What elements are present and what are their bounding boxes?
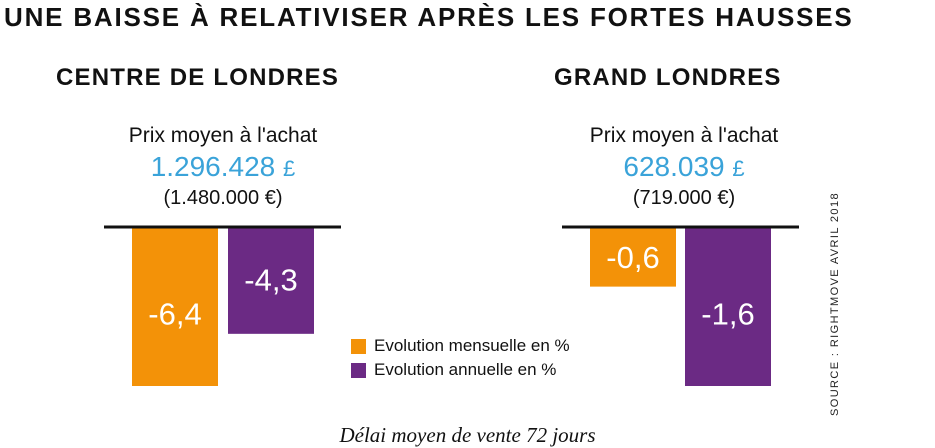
bar-value-label-monthly-0: -6,4 [148,296,201,331]
chart-grand: -0,6 -1,6 [562,225,799,386]
price-gbp-grand: 628.039 £ [534,151,834,183]
legend-swatch-annual [351,362,366,378]
bar-annual-0 [228,227,314,334]
source-note: SOURCE : RIGHTMOVE AVRIL 2018 [829,192,841,416]
infographic-title: UNE BAISSE À RELATIVISER APRÈS LES FORTE… [4,2,854,32]
price-label-grand: Prix moyen à l'achat [589,124,779,147]
legend-item-monthly: Evolution mensuelle en % [351,336,570,356]
legend-label-annual: Evolution annuelle en % [374,360,557,379]
chart-centre: -6,4 -4,3 [104,225,341,386]
bar-value-label-annual-0: -4,3 [244,262,297,297]
price-eur-centre: (1.480.000 €) [163,187,283,209]
legend-label-monthly: Evolution mensuelle en % [374,336,570,355]
price-label-centre: Prix moyen à l'achat [128,124,318,147]
price-gbp-value-grand: 628.039 [623,151,725,182]
pound-sign-grand: £ [732,156,745,181]
price-gbp-value-centre: 1.296.428 [150,151,276,182]
bar-value-label-annual-1: -1,6 [701,296,754,331]
bar-monthly-1 [590,227,676,287]
panel-title-grand: GRAND LONDRES [554,64,782,91]
bar-value-label-monthly-1: -0,6 [606,240,659,275]
legend-item-annual: Evolution annuelle en % [351,360,570,380]
legend: Evolution mensuelle en % Evolution annue… [351,336,570,380]
panel-title-centre: CENTRE DE LONDRES [56,64,340,91]
bar-annual-1 [685,227,771,386]
pound-sign-centre: £ [283,156,296,181]
legend-swatch-monthly [351,338,366,354]
price-gbp-centre: 1.296.428 £ [73,151,373,183]
bar-monthly-0 [132,227,218,386]
price-eur-grand: (719.000 €) [632,187,736,209]
footer-note: Délai moyen de vente 72 jours [339,423,596,447]
